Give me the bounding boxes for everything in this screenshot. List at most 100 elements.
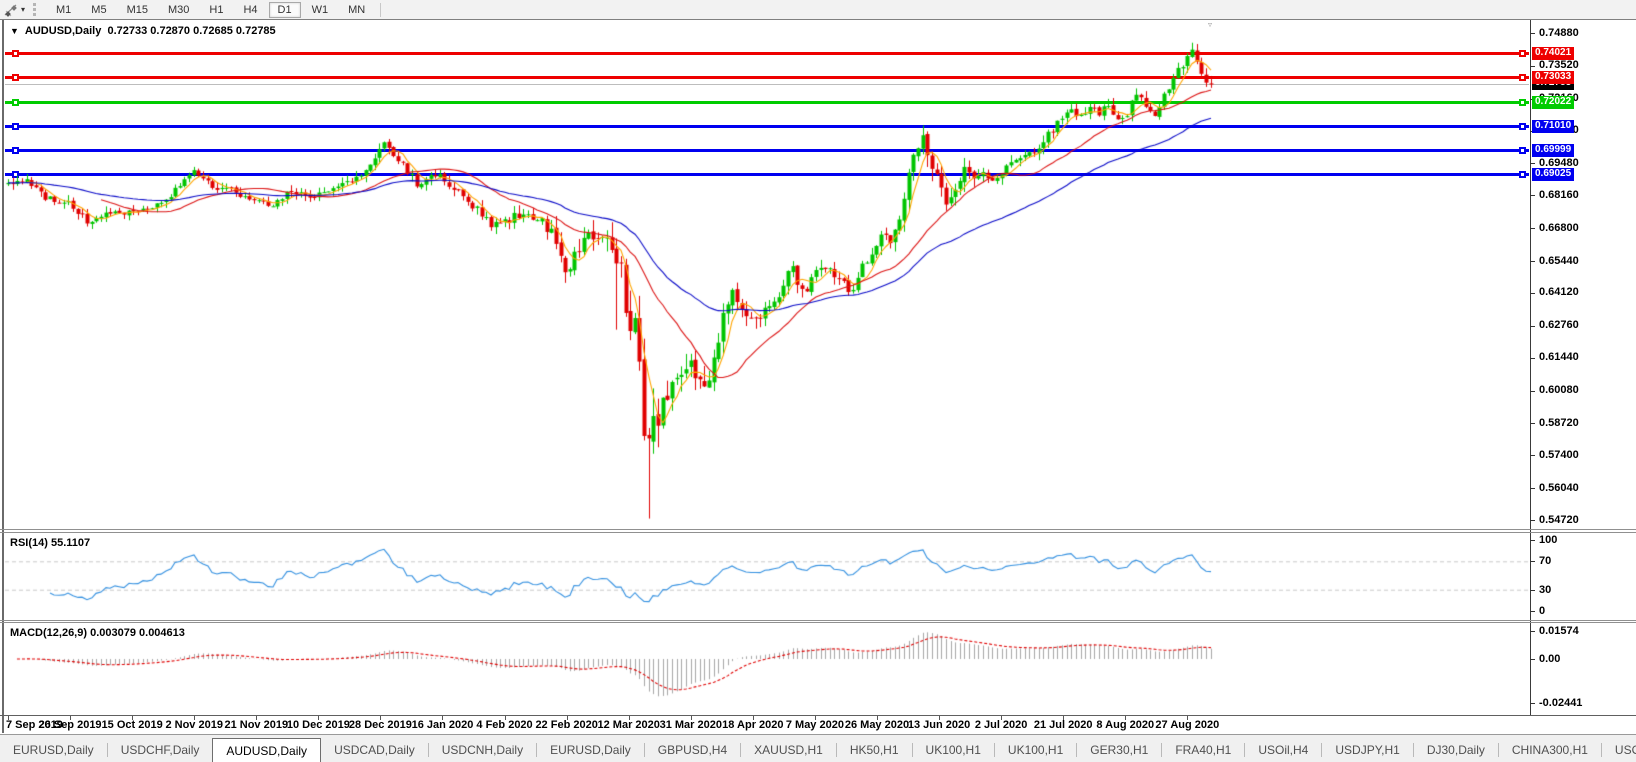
tab-separator — [1076, 743, 1078, 757]
price-axis-tick-label: 0.73520 — [1539, 59, 1579, 72]
date-label: 4 Feb 2020 — [476, 719, 533, 731]
rsi-label: RSI(14) 55.1107 — [10, 537, 91, 549]
time-axis-tick — [690, 716, 692, 720]
timeframe-button-d1[interactable]: D1 — [268, 1, 301, 18]
price-axis-tick-label: 0.66800 — [1539, 221, 1579, 234]
rsi-axis-label: 70 — [1539, 554, 1552, 567]
macd-axis-label: 0.00 — [1539, 652, 1561, 665]
tab-usdjpy-h1[interactable]: USDJPY,H1 — [1335, 743, 1400, 757]
chevron-down-icon[interactable]: ▾ — [21, 5, 26, 14]
panel-separator[interactable] — [0, 532, 1636, 533]
timeframe-button-h4[interactable]: H4 — [243, 3, 258, 16]
date-label: 7 Sep 2019 — [6, 719, 63, 731]
price-badge-0.69999: 0.69999 — [1532, 144, 1575, 158]
tab-usdcnh-daily[interactable]: USDCNH,Daily — [441, 743, 524, 757]
panel-separator[interactable] — [0, 529, 1636, 530]
tab-fra40-h1[interactable]: FRA40,H1 — [1175, 743, 1232, 757]
tab-eurusd-daily[interactable]: EURUSD,Daily — [13, 743, 94, 757]
tab-ger30-h1[interactable]: GER30,H1 — [1090, 743, 1149, 757]
date-label: 15 Oct 2019 — [101, 719, 163, 731]
tab-xauusd-h1[interactable]: XAUUSD,H1 — [754, 743, 823, 757]
tab-usoil-h4[interactable]: USOil,H4 — [1258, 743, 1309, 757]
rsi-indicator-canvas[interactable] — [4, 533, 1530, 619]
timeframe-button-m1[interactable]: M1 — [56, 3, 72, 16]
price-axis-tick — [1530, 163, 1535, 165]
time-axis-tick — [318, 716, 320, 720]
time-axis-tick — [1187, 716, 1189, 720]
rsi-axis-label: 100 — [1539, 533, 1558, 546]
price-axis-tick — [1530, 390, 1535, 392]
time-axis-tick — [194, 716, 196, 720]
price-axis-tick — [1530, 261, 1535, 263]
time-axis-tick — [504, 716, 506, 720]
date-label: 27 Aug 2020 — [1155, 719, 1220, 731]
tab-separator — [1161, 743, 1163, 757]
price-axis-tick-label: 0.56040 — [1539, 481, 1579, 494]
time-axis-tick — [876, 716, 878, 720]
tab-separator — [106, 743, 108, 757]
tab-separator — [1497, 743, 1499, 757]
tab-usdcad-daily[interactable]: USDCAD,Daily — [334, 743, 415, 757]
rsi-axis-tick — [1530, 590, 1535, 591]
price-axis-tick-label: 0.60080 — [1539, 384, 1579, 397]
macd-axis-tick — [1530, 659, 1535, 660]
date-label: 2 Jul 2020 — [974, 719, 1028, 731]
rsi-axis-tick — [1530, 540, 1535, 541]
tab-uk100-h1[interactable]: UK100,H1 — [1007, 743, 1064, 757]
time-axis-tick — [1125, 716, 1127, 720]
time-axis-tick — [628, 716, 630, 720]
price-axis-tick — [1530, 292, 1535, 294]
collapse-chart-icon[interactable]: ▼ — [10, 26, 19, 36]
chart-tab-bar: EURUSD,Daily USDCHF,Daily AUDUSD,Daily USDC… — [0, 734, 1636, 762]
tab-gbpusd-h4[interactable]: GBPUSD,H4 — [657, 743, 728, 757]
tab-separator — [1321, 743, 1323, 757]
price-badge-0.72022: 0.72022 — [1532, 95, 1575, 109]
panel-separator[interactable] — [0, 622, 1636, 623]
rsi-axis-label: 30 — [1539, 583, 1552, 596]
macd-axis-tick — [1530, 703, 1535, 704]
tab-separator — [536, 743, 538, 757]
price-axis-tick — [1530, 520, 1535, 521]
tab-audusd-daily-active[interactable]: AUDUSD,Daily — [212, 738, 322, 762]
tab-eurusd-daily[interactable]: EURUSD,Daily — [550, 743, 631, 757]
macd-indicator-canvas[interactable] — [4, 623, 1530, 715]
date-label: 21 Nov 2019 — [224, 719, 289, 731]
date-label: 2 Nov 2019 — [165, 719, 223, 731]
tab-separator — [835, 743, 837, 757]
price-badge-0.69025: 0.69025 — [1532, 167, 1575, 181]
tab-usdchf-daily[interactable]: USDCHF,Daily — [120, 743, 200, 757]
date-label: 31 Mar 2020 — [659, 719, 722, 731]
rsi-axis-label: 0 — [1539, 604, 1546, 617]
timeframe-button-h1[interactable]: H1 — [209, 3, 224, 16]
chart-shift-marker[interactable]: ▿ — [1208, 20, 1213, 29]
timeframe-button-m15[interactable]: M15 — [126, 3, 148, 16]
line-studies-icon[interactable] — [3, 3, 19, 17]
toolbar-grip[interactable] — [33, 3, 40, 16]
tab-dj30-daily[interactable]: DJ30,Daily — [1426, 743, 1485, 757]
price-axis-tick-label: 0.57400 — [1539, 448, 1579, 461]
timeframe-button-m5[interactable]: M5 — [91, 3, 107, 16]
tab-hk50-h1[interactable]: HK50,H1 — [849, 743, 899, 757]
date-label: 26 Sep 2019 — [38, 719, 102, 731]
tab-uk100-h1[interactable]: UK100,H1 — [925, 743, 981, 757]
main-chart-canvas[interactable] — [4, 20, 1530, 529]
tab-separator — [911, 743, 913, 757]
timeframe-button-mn[interactable]: MN — [348, 3, 366, 16]
price-axis-tick-label: 0.58720 — [1539, 416, 1579, 429]
price-axis-tick-label: 0.74880 — [1539, 26, 1579, 39]
chart-ohlc-values: 0.72733 0.72870 0.72685 0.72785 — [107, 25, 276, 37]
tab-separator — [427, 743, 429, 757]
rsi-axis-tick — [1530, 611, 1535, 612]
date-label: 12 Mar 2020 — [597, 719, 660, 731]
time-axis-tick — [814, 716, 816, 720]
tab-china300-h1[interactable]: CHINA300,H1 — [1511, 743, 1588, 757]
timeframe-button-w1[interactable]: W1 — [311, 3, 329, 16]
panel-separator[interactable] — [0, 620, 1636, 621]
toolbar-separator — [380, 2, 382, 17]
timeframe-button-m30[interactable]: M30 — [167, 3, 190, 16]
tab-usoil-h1[interactable]: USOil,H1 — [1614, 743, 1636, 757]
time-axis-line — [0, 715, 1636, 716]
time-axis-tick — [1063, 716, 1065, 720]
price-axis-tick — [1530, 325, 1535, 327]
